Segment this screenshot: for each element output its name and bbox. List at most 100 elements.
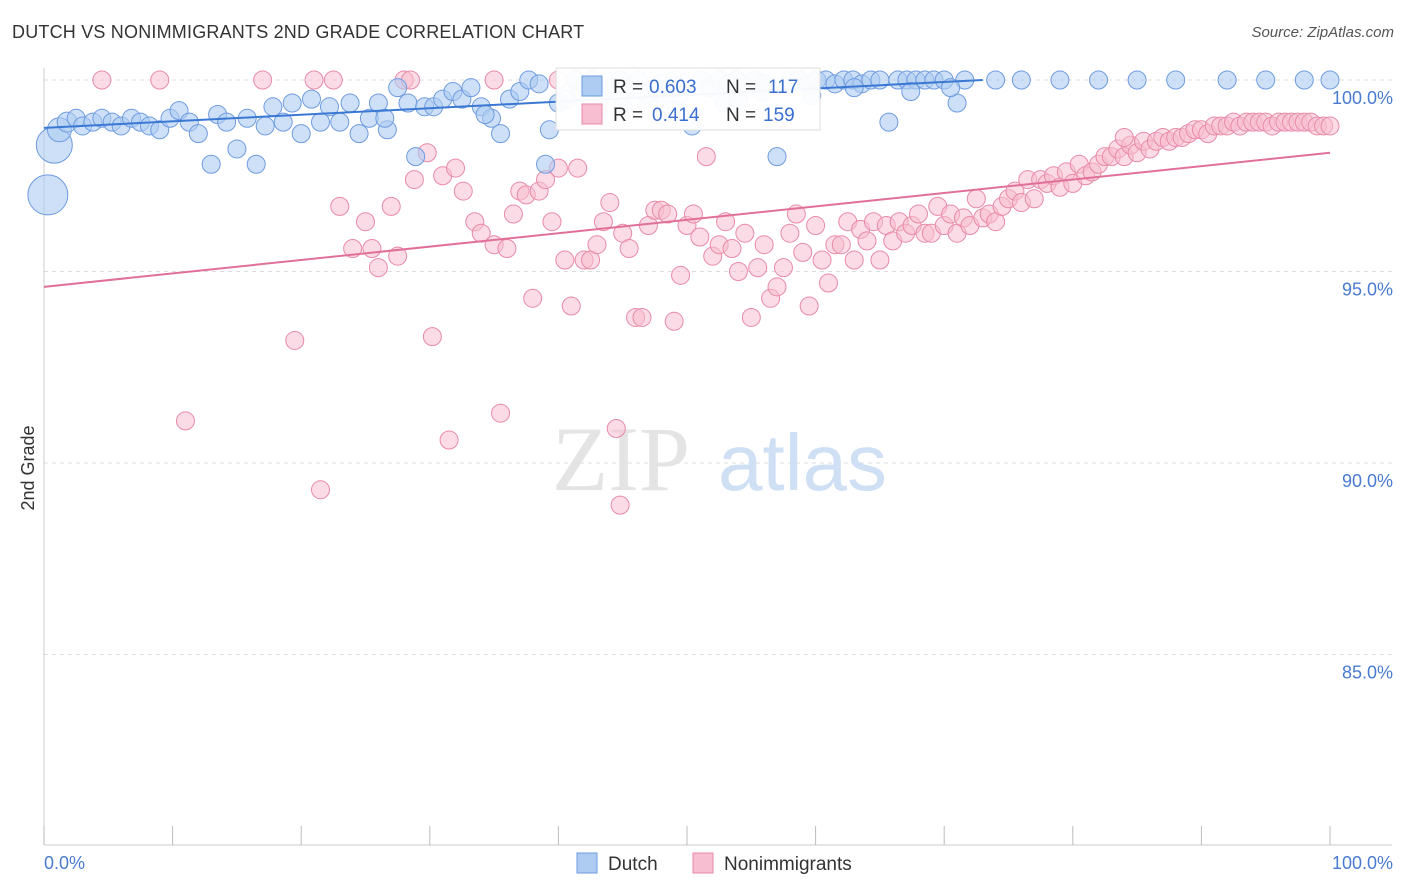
nonimmigrants-point: [568, 158, 588, 178]
dutch-point: [282, 93, 302, 113]
nonimmigrants-point: [722, 239, 742, 259]
nonimmigrants-point: [748, 258, 768, 278]
dutch-point: [217, 112, 237, 132]
nonimmigrants-point: [844, 250, 864, 270]
nonimmigrants-point: [806, 216, 826, 236]
nonimmigrants-point: [439, 430, 459, 450]
dutch-point: [188, 124, 208, 144]
nonimmigrants-point: [92, 70, 112, 90]
nonimmigrants-point: [555, 250, 575, 270]
nonimmigrants-point: [632, 307, 652, 327]
nonimmigrants-point: [388, 246, 408, 266]
dutch-point: [1217, 70, 1237, 90]
nonimmigrants-point: [593, 212, 613, 232]
dutch-point: [1011, 70, 1031, 90]
dutch-point: [1294, 70, 1314, 90]
dutch-point: [273, 112, 293, 132]
dutch-point: [1089, 70, 1109, 90]
nonimmigrants-point: [381, 196, 401, 216]
chart-title: DUTCH VS NONIMMIGRANTS 2ND GRADE CORRELA…: [12, 22, 585, 42]
dutch-point: [1127, 70, 1147, 90]
dutch-point: [406, 147, 426, 167]
nonimmigrants-point: [542, 212, 562, 232]
nonimmigrants-point: [966, 189, 986, 209]
dutch-point: [941, 78, 961, 98]
nonimmigrants-point: [812, 250, 832, 270]
stats-r-label-non: R =: [613, 105, 643, 126]
dutch-point: [301, 89, 321, 109]
dutch-point: [879, 112, 899, 132]
axes: [43, 68, 1392, 846]
legend-label-dutch: Dutch: [608, 854, 658, 875]
nonimmigrants-point: [150, 70, 170, 90]
y-axis-label: 2nd Grade: [18, 425, 38, 510]
legend-swatch-dutch: [576, 852, 598, 874]
chart-source: Source: ZipAtlas.com: [1251, 24, 1394, 41]
nonimmigrants-point: [690, 227, 710, 247]
dutch-point: [1256, 70, 1276, 90]
nonimmigrants-point: [561, 296, 581, 316]
dutch-trend-line: [43, 79, 983, 129]
nonimmigrants-point: [728, 262, 748, 281]
dutch-point: [246, 154, 266, 174]
stats-legend-swatch-dutch: [581, 75, 603, 97]
nonimmigrants-point: [735, 223, 755, 243]
nonimmigrants-points: [92, 70, 1340, 515]
dutch-point: [986, 70, 1006, 90]
nonimmigrants-point: [1024, 189, 1044, 209]
nonimmigrants-point: [304, 70, 324, 90]
dutch-point: [255, 116, 275, 136]
nonimmigrants-point: [908, 204, 928, 224]
nonimmigrants-point: [503, 204, 523, 224]
nonimmigrants-point: [1320, 116, 1340, 136]
nonimmigrants-point: [606, 419, 626, 439]
dutch-point: [491, 124, 511, 144]
nonimmigrants-point: [857, 231, 877, 251]
nonimmigrants-point: [356, 212, 375, 232]
nonimmigrants-point: [671, 265, 691, 285]
nonimmigrants-point: [658, 204, 678, 224]
dutch-point: [529, 74, 549, 94]
nonimmigrants-point: [610, 495, 630, 515]
dutch-point: [461, 78, 481, 98]
legend-swatch-nonimmigrants: [692, 852, 714, 874]
dutch-point: [901, 81, 921, 101]
dutch-point: [375, 108, 395, 128]
nonimmigrants-point: [484, 70, 504, 90]
nonimmigrants-point: [741, 307, 761, 327]
nonimmigrants-point: [696, 147, 716, 167]
gridlines: [44, 79, 1392, 655]
dutch-point: [319, 97, 339, 117]
nonimmigrants-point: [780, 223, 800, 243]
nonimmigrants-point: [285, 330, 305, 350]
nonimmigrants-point: [175, 411, 195, 431]
tick-labels: 100.0% 95.0% 90.0% 85.0% 0.0% 100.0%: [44, 88, 1393, 873]
nonimmigrants-point: [422, 327, 442, 347]
stats-r-value-non: 0.414: [652, 105, 700, 126]
dutch-point: [475, 104, 495, 124]
dutch-point: [1050, 70, 1070, 90]
nonimmigrants-point: [793, 242, 813, 262]
series-legend: Dutch Nonimmigrants: [576, 852, 852, 875]
nonimmigrants-point: [497, 239, 517, 259]
y-tick-label: 85.0%: [1342, 663, 1393, 683]
nonimmigrants-point: [1114, 127, 1134, 147]
dutch-point: [340, 93, 360, 113]
nonimmigrants-point: [767, 277, 787, 297]
nonimmigrants-point: [310, 480, 330, 500]
x-tick-label: 0.0%: [44, 853, 85, 873]
nonimmigrants-point: [587, 235, 607, 255]
nonimmigrants-point: [773, 258, 793, 278]
dutch-point: [388, 78, 408, 98]
dutch-point: [1166, 70, 1186, 90]
stats-n-value-dutch: 117: [768, 77, 798, 98]
nonimmigrants-point: [446, 158, 466, 178]
y-tick-label: 100.0%: [1332, 88, 1393, 108]
dutch-point: [291, 124, 311, 144]
stats-n-label-dutch: N =: [726, 77, 756, 98]
stats-legend-swatch-non: [581, 103, 603, 125]
nonimmigrants-point: [754, 235, 774, 255]
dutch-point: [330, 112, 350, 132]
y-tick-label: 95.0%: [1342, 280, 1393, 300]
